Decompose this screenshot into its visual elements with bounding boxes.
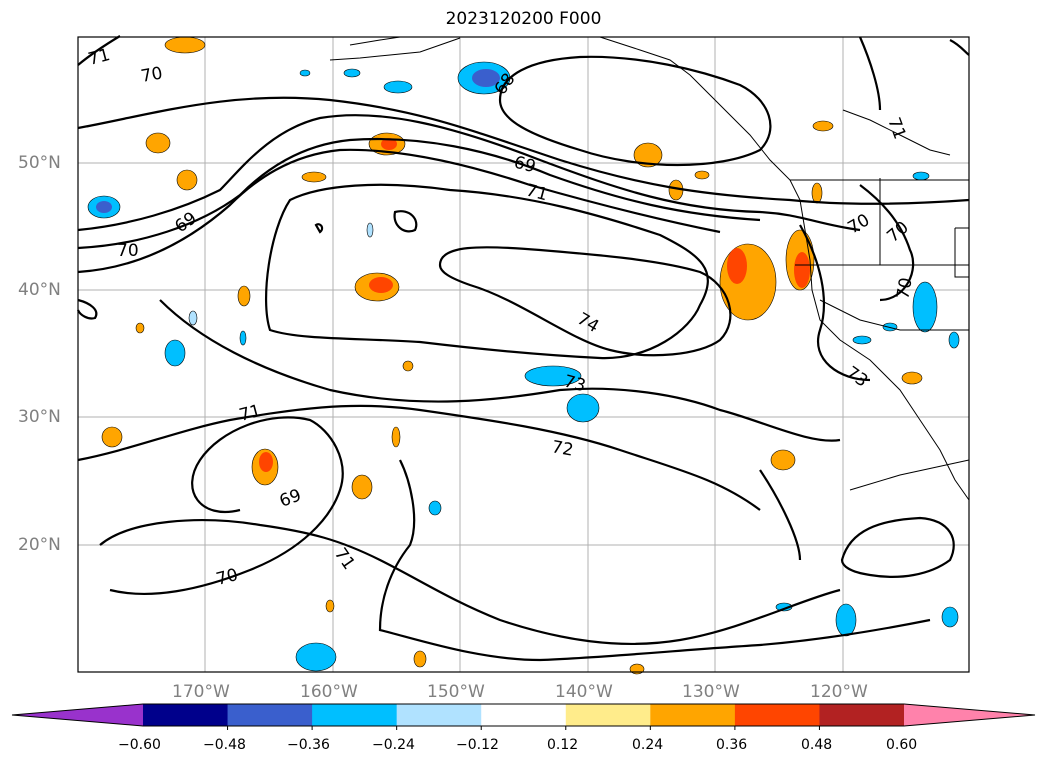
patch-negative bbox=[188, 310, 198, 326]
colorbar-outline bbox=[11, 703, 1036, 727]
patch-negative bbox=[239, 330, 247, 346]
patch-positive bbox=[633, 142, 663, 168]
colorbar-tick: −0.24 bbox=[372, 737, 415, 753]
lon-label: 170°W bbox=[172, 682, 230, 702]
coastlines bbox=[329, 36, 970, 501]
colorbar-tick: 0.24 bbox=[632, 737, 664, 753]
patch-negative bbox=[472, 69, 500, 87]
colorbar-bin bbox=[734, 704, 820, 726]
patch-positive bbox=[351, 474, 373, 500]
graticule bbox=[78, 37, 969, 672]
colorbar-tick: −0.48 bbox=[203, 737, 246, 753]
lat-label: 20°N bbox=[18, 535, 61, 555]
patch-negative bbox=[941, 606, 959, 628]
colorbar-bin bbox=[565, 704, 651, 726]
patch-positive bbox=[101, 426, 123, 448]
height-contours bbox=[76, 35, 970, 662]
colorbar-bin bbox=[143, 704, 229, 726]
lat-label: 40°N bbox=[18, 280, 61, 300]
patch-negative bbox=[96, 201, 112, 213]
patch-negative bbox=[366, 222, 374, 238]
patch-negative bbox=[428, 500, 442, 516]
lat-label: 50°N bbox=[18, 153, 61, 173]
patch-negative bbox=[383, 80, 413, 94]
patch-positive bbox=[259, 452, 273, 472]
colorbar-tick: −0.60 bbox=[118, 737, 161, 753]
contour-label: 74 bbox=[574, 309, 603, 337]
patch-negative bbox=[852, 335, 872, 345]
colorbar-tick: 0.36 bbox=[716, 737, 748, 753]
patch-positive bbox=[164, 36, 206, 54]
colorbar-bin bbox=[650, 704, 736, 726]
patch-negative bbox=[343, 68, 361, 78]
patch-negative bbox=[835, 603, 857, 637]
lon-label: 130°W bbox=[682, 682, 740, 702]
colorbar-extend-min bbox=[12, 704, 143, 726]
patch-negative bbox=[295, 642, 337, 672]
patch-positive bbox=[794, 252, 810, 288]
patch-positive bbox=[301, 171, 327, 183]
contour-label: 70 bbox=[845, 210, 874, 238]
patch-positive bbox=[811, 182, 823, 204]
contour-label: 71 bbox=[86, 45, 112, 70]
patch-positive bbox=[237, 285, 251, 307]
colorbar-tick: −0.12 bbox=[456, 737, 499, 753]
contour-label: 70 bbox=[883, 218, 912, 247]
lon-label: 120°W bbox=[810, 682, 868, 702]
colorbar-tick: 0.48 bbox=[801, 737, 833, 753]
colorbar-bin bbox=[481, 704, 567, 726]
colorbar-bin bbox=[819, 704, 905, 726]
contour-label: 69 bbox=[512, 153, 538, 178]
patch-positive bbox=[694, 170, 710, 180]
colorbar-bin bbox=[227, 704, 313, 726]
contour-label: 69 bbox=[277, 486, 304, 512]
map-panel: 71 70 68 69 71 69 70 74 73 71 72 70 70 7… bbox=[76, 35, 970, 675]
patch-positive bbox=[391, 426, 401, 448]
colorbar-tick: 0.12 bbox=[547, 737, 579, 753]
patch-positive bbox=[325, 599, 335, 613]
patch-positive bbox=[135, 322, 145, 334]
patch-positive bbox=[402, 360, 414, 372]
contour-label: 70 bbox=[139, 63, 164, 86]
patch-negative bbox=[566, 393, 600, 423]
patch-positive bbox=[176, 169, 198, 191]
patch-positive bbox=[770, 449, 796, 471]
colorbar-tick: 0.60 bbox=[886, 737, 918, 753]
lon-label: 140°W bbox=[555, 682, 613, 702]
colorbar-bin bbox=[312, 704, 398, 726]
patch-positive bbox=[369, 277, 393, 293]
patch-positive bbox=[812, 120, 834, 132]
map-title: 2023120200 F000 bbox=[445, 9, 602, 29]
contour-label: 72 bbox=[550, 437, 575, 460]
patch-positive bbox=[145, 132, 171, 154]
contour-label: 73 bbox=[562, 372, 588, 397]
lon-label: 160°W bbox=[300, 682, 358, 702]
patch-negative bbox=[524, 365, 582, 387]
patch-positive bbox=[719, 243, 777, 321]
patch-negative bbox=[912, 281, 938, 333]
patch-negative bbox=[299, 69, 311, 77]
patch-positive bbox=[413, 650, 427, 668]
colorbar-tick: −0.36 bbox=[287, 737, 330, 753]
contour-label: 70 bbox=[117, 241, 139, 261]
patch-positive bbox=[727, 248, 747, 284]
colorbar-extend-max bbox=[904, 704, 1035, 726]
map-frame bbox=[77, 36, 970, 673]
patch-negative bbox=[164, 339, 186, 367]
patch-positive bbox=[381, 138, 397, 150]
patch-negative bbox=[912, 171, 930, 181]
patch-positive bbox=[901, 371, 923, 385]
contour-label: 71 bbox=[524, 181, 550, 206]
contour-label: 73 bbox=[842, 363, 871, 392]
contour-label: 70 bbox=[214, 565, 240, 590]
colorbar-bin bbox=[396, 704, 482, 726]
contour-label: 70 bbox=[893, 276, 916, 301]
lon-label: 150°W bbox=[427, 682, 485, 702]
lat-label: 30°N bbox=[18, 407, 61, 427]
patch-negative bbox=[948, 331, 960, 349]
contour-label: 69 bbox=[171, 208, 200, 237]
